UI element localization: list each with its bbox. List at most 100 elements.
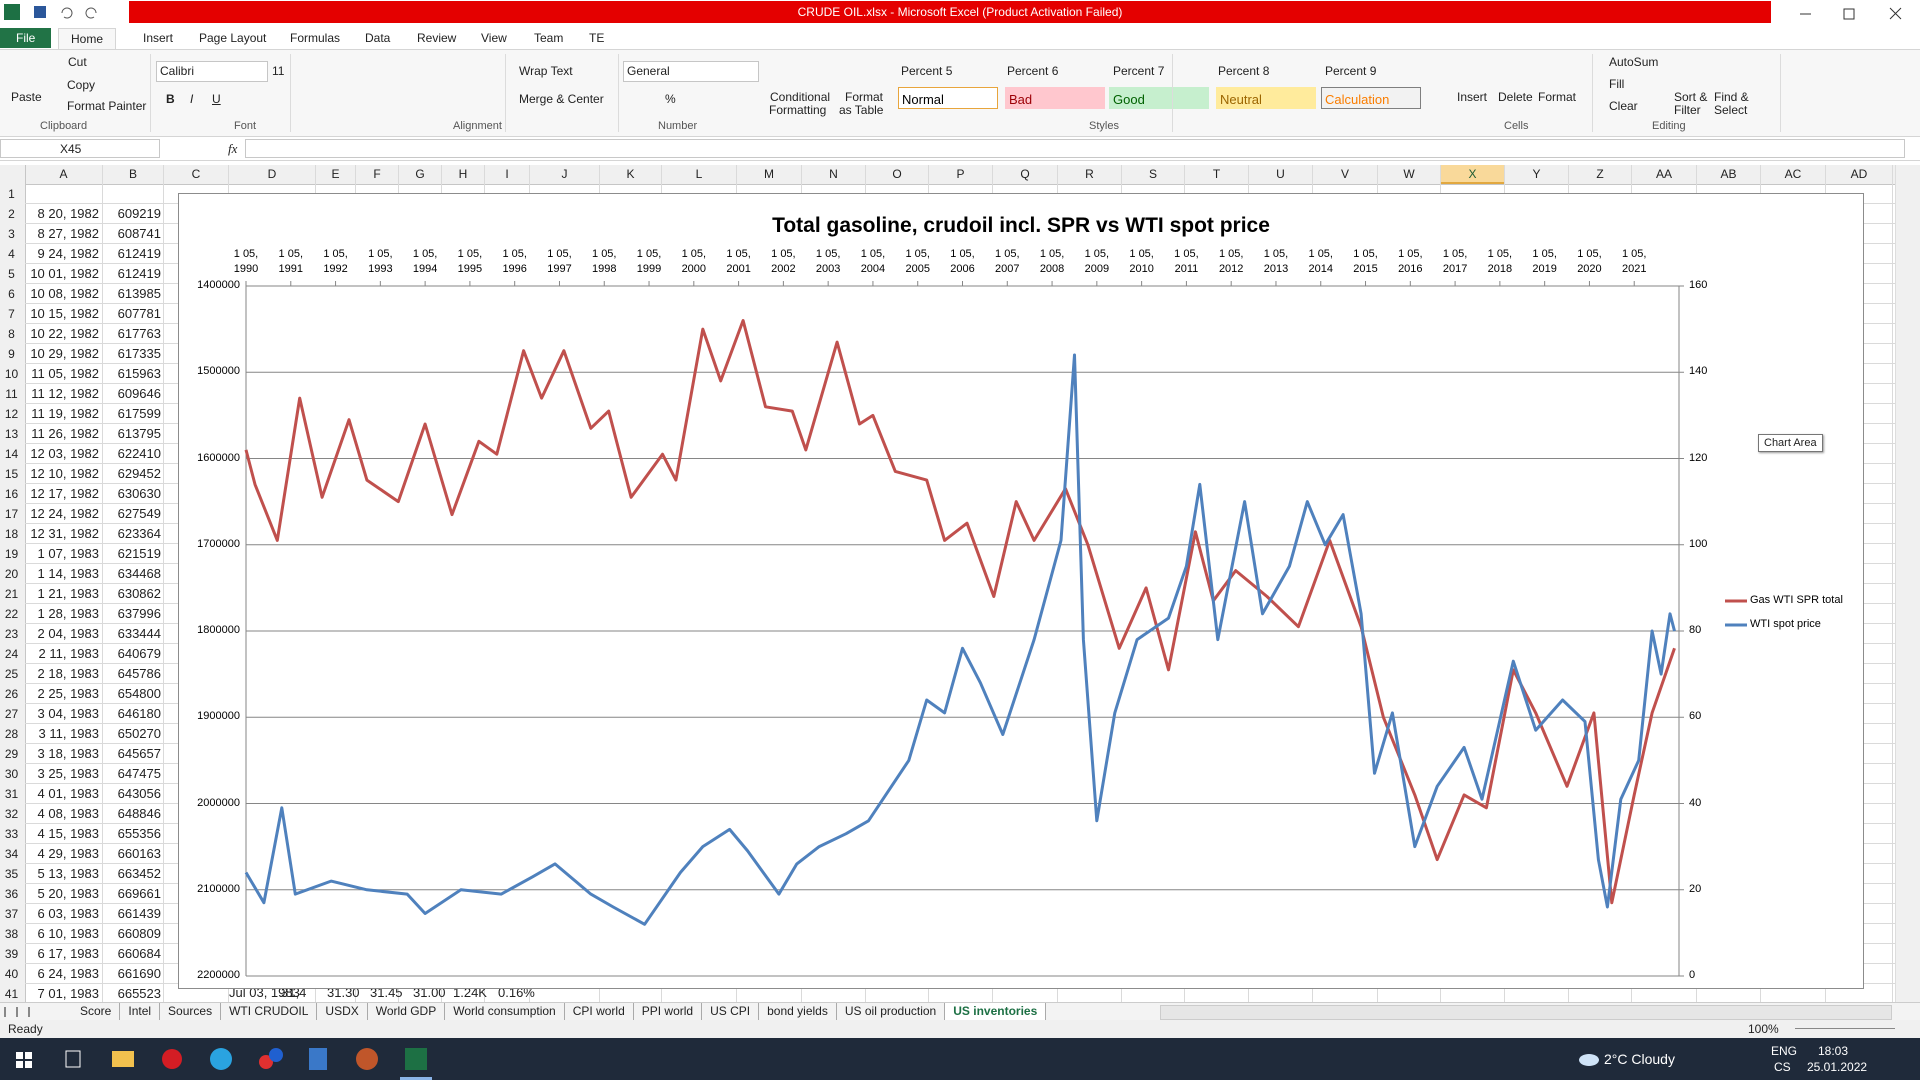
cell[interactable]: 10 01, 1982 — [30, 266, 99, 281]
undo-icon[interactable] — [61, 7, 73, 19]
column-header[interactable]: AA — [1655, 167, 1672, 181]
cell[interactable]: 1 28, 1983 — [37, 606, 99, 621]
cell[interactable]: 3 18, 1983 — [37, 746, 99, 761]
cell[interactable]: 615963 — [117, 366, 161, 381]
column-header[interactable]: Y — [1532, 167, 1541, 181]
column-header[interactable]: N — [829, 167, 838, 181]
row-header[interactable]: 26 — [4, 687, 19, 701]
ribbon-label[interactable]: Find & — [1714, 90, 1749, 104]
ribbon-label[interactable]: Copy — [67, 78, 96, 92]
row-header[interactable]: 17 — [4, 507, 19, 521]
ribbon-label[interactable]: Sort & — [1674, 90, 1708, 104]
cell[interactable]: 7 01, 1983 — [37, 986, 99, 1001]
column-header[interactable]: M — [764, 167, 774, 181]
column-header[interactable]: H — [458, 167, 468, 181]
column-header[interactable]: F — [373, 167, 381, 181]
sheet-tab[interactable]: World consumption — [445, 1003, 565, 1020]
column-header[interactable]: A — [59, 167, 68, 181]
ribbon-tab[interactable]: TE — [589, 31, 605, 45]
zoom-slider[interactable] — [1795, 1028, 1895, 1029]
column-header[interactable]: P — [956, 167, 965, 181]
cell[interactable]: 608741 — [117, 226, 161, 241]
cell[interactable]: 5 13, 1983 — [37, 866, 99, 881]
ribbon-label[interactable]: Clear — [1609, 99, 1638, 113]
ribbon-label[interactable]: Number — [658, 120, 698, 132]
ribbon-label[interactable]: Percent 8 — [1218, 64, 1270, 78]
cell[interactable]: 2 18, 1983 — [37, 666, 99, 681]
formula-input[interactable] — [245, 139, 1905, 158]
chart-area[interactable]: Total gasoline, crudoil incl. SPR vs WTI… — [178, 193, 1864, 989]
row-header[interactable]: 29 — [4, 747, 19, 761]
row-header[interactable]: 6 — [8, 287, 15, 301]
sheet-tab[interactable]: US CPI — [702, 1003, 760, 1020]
sheet-tab[interactable]: CPI world — [565, 1003, 634, 1020]
row-header[interactable]: 13 — [4, 427, 19, 441]
row-header[interactable]: 25 — [4, 667, 19, 681]
row-header[interactable]: 31 — [4, 787, 19, 801]
ribbon-label[interactable]: Percent 9 — [1325, 64, 1377, 78]
ribbon-label[interactable]: U — [212, 92, 221, 106]
ribbon-label[interactable]: Editing — [1652, 120, 1686, 132]
cell[interactable]: 612419 — [117, 266, 161, 281]
cell[interactable]: 629452 — [117, 466, 161, 481]
cell[interactable]: 2 25, 1983 — [37, 686, 99, 701]
cell[interactable]: 633444 — [117, 626, 161, 641]
cell[interactable]: 4 08, 1983 — [37, 806, 99, 821]
cell[interactable]: 613795 — [117, 426, 161, 441]
app-icon[interactable] — [269, 1048, 283, 1062]
row-header[interactable]: 12 — [4, 407, 19, 421]
cell-style[interactable] — [1216, 87, 1316, 109]
ribbon-label[interactable]: AutoSum — [1609, 55, 1659, 69]
cell[interactable]: 6 03, 1983 — [37, 906, 99, 921]
cell[interactable]: 3 04, 1983 — [37, 706, 99, 721]
cell[interactable]: 12 10, 1982 — [30, 466, 99, 481]
cell[interactable]: 634468 — [117, 566, 161, 581]
row-header[interactable]: 3 — [8, 227, 15, 241]
ribbon-label[interactable]: Calibri — [160, 64, 195, 78]
ribbon-label[interactable]: Paste — [11, 90, 42, 104]
column-header[interactable]: D — [267, 167, 277, 181]
cell[interactable]: 609646 — [117, 386, 161, 401]
column-header[interactable]: L — [695, 167, 703, 181]
vertical-scrollbar[interactable] — [1895, 165, 1920, 1002]
cell[interactable]: 11 05, 1982 — [31, 366, 99, 381]
cell[interactable]: 10 08, 1982 — [30, 286, 99, 301]
cell[interactable]: 3 25, 1983 — [37, 766, 99, 781]
cell[interactable]: 3 11, 1983 — [38, 726, 99, 741]
ribbon-tab[interactable]: Formulas — [290, 31, 341, 45]
cell[interactable]: 643056 — [117, 786, 161, 801]
ribbon-label[interactable]: Percent 5 — [901, 64, 953, 78]
column-header[interactable]: U — [1276, 167, 1285, 181]
app-icon[interactable] — [356, 1048, 378, 1070]
cell[interactable]: 627549 — [117, 506, 161, 521]
column-header[interactable]: O — [892, 167, 902, 181]
zoom-level[interactable]: 100% — [1748, 1022, 1779, 1036]
cell[interactable]: 648846 — [117, 806, 161, 821]
row-header[interactable]: 38 — [4, 927, 19, 941]
row-header[interactable]: 24 — [4, 647, 19, 661]
opera-icon[interactable] — [162, 1049, 182, 1069]
column-header[interactable]: C — [191, 167, 201, 181]
fx-button[interactable]: fx — [228, 141, 238, 156]
row-header[interactable]: 27 — [4, 707, 19, 721]
cell[interactable]: 4 15, 1983 — [37, 826, 99, 841]
name-box[interactable]: X45 — [60, 142, 82, 156]
cell[interactable]: 645786 — [117, 666, 161, 681]
ribbon-label[interactable]: B — [166, 92, 175, 106]
cell[interactable]: 661690 — [117, 966, 161, 981]
row-header[interactable]: 19 — [4, 547, 19, 561]
ribbon-label[interactable]: Bad — [1009, 92, 1033, 107]
sheet-tab[interactable]: US inventories — [945, 1003, 1047, 1020]
language[interactable]: CS — [1774, 1060, 1791, 1074]
cell[interactable]: 4 29, 1983 — [37, 846, 99, 861]
column-header[interactable]: AB — [1720, 167, 1737, 181]
ribbon-label[interactable]: Cut — [68, 55, 87, 69]
ribbon-label[interactable]: Delete — [1498, 90, 1533, 104]
cell[interactable]: 663452 — [117, 866, 161, 881]
sheet-tab[interactable]: PPI world — [634, 1003, 703, 1020]
cell[interactable]: 660163 — [117, 846, 161, 861]
cell[interactable]: 10 22, 1982 — [30, 326, 99, 341]
cell[interactable]: 665523 — [117, 986, 161, 1001]
column-header[interactable]: K — [626, 167, 635, 181]
row-header[interactable]: 8 — [8, 327, 15, 341]
